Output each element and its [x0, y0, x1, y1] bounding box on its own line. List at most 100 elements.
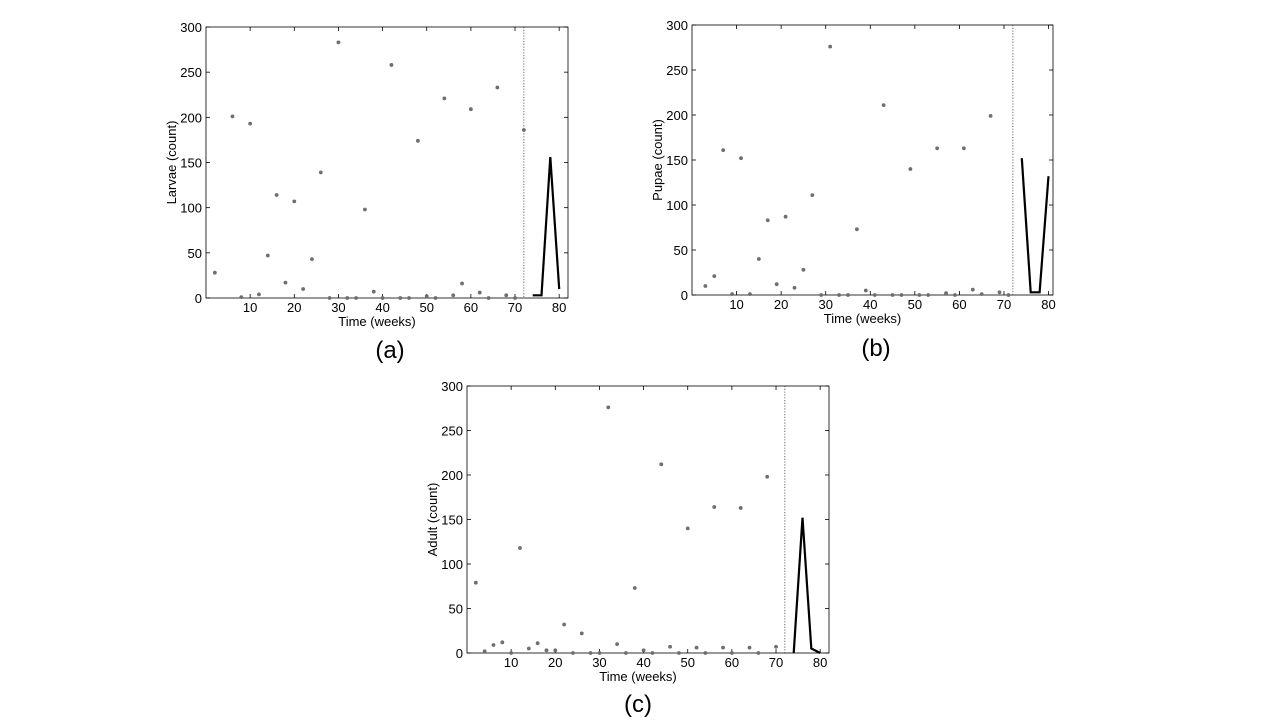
- data-point: [468, 107, 473, 112]
- data-point: [371, 289, 376, 294]
- x-tick-label: 10: [243, 300, 257, 315]
- data-point: [212, 270, 217, 275]
- data-point: [451, 293, 456, 298]
- data-point: [345, 296, 350, 300]
- x-tick-label: 80: [813, 655, 827, 670]
- data-point: [953, 293, 957, 297]
- data-point: [756, 257, 761, 261]
- data-point: [248, 121, 253, 126]
- data-point: [935, 146, 940, 151]
- y-tick-label: 100: [180, 201, 202, 216]
- data-point: [801, 267, 806, 272]
- data-point: [521, 128, 526, 132]
- y-tick-label: 150: [666, 153, 688, 168]
- x-tick-label: 20: [548, 655, 562, 670]
- data-point: [473, 580, 478, 585]
- panel-label: (c): [624, 691, 652, 718]
- data-point: [792, 285, 797, 290]
- x-tick-label: 80: [1041, 297, 1055, 312]
- data-point: [668, 644, 672, 649]
- data-point: [756, 651, 761, 655]
- data-point: [685, 526, 690, 531]
- y-tick-label: 300: [180, 20, 202, 35]
- y-tick-label: 250: [666, 63, 688, 78]
- data-point: [765, 218, 770, 223]
- x-axis-label: Time (weeks): [338, 314, 416, 329]
- x-tick-label: 40: [375, 300, 389, 315]
- data-point: [460, 281, 464, 286]
- data-point: [230, 114, 235, 119]
- x-tick-label: 70: [508, 300, 522, 315]
- y-tick-label: 150: [180, 156, 202, 171]
- x-tick-label: 30: [818, 297, 832, 312]
- data-point: [500, 640, 505, 645]
- data-point: [703, 284, 708, 288]
- data-point: [908, 167, 913, 171]
- data-point: [650, 651, 655, 655]
- data-point: [783, 214, 788, 219]
- data-point: [424, 294, 429, 299]
- data-point: [477, 290, 482, 295]
- data-point: [703, 651, 708, 655]
- x-tick-label: 20: [287, 300, 301, 315]
- x-tick-label: 30: [331, 300, 345, 315]
- y-tick-label: 0: [195, 291, 202, 306]
- data-point: [310, 257, 314, 262]
- data-point: [730, 292, 735, 296]
- data-point: [979, 292, 984, 296]
- data-point: [899, 293, 904, 297]
- data-point: [327, 296, 332, 300]
- data-point: [819, 293, 824, 297]
- data-point: [712, 274, 717, 278]
- x-tick-label: 10: [729, 297, 743, 312]
- data-point: [1006, 293, 1011, 297]
- data-point: [491, 643, 496, 647]
- x-tick-label: 40: [863, 297, 877, 312]
- data-point: [926, 293, 931, 297]
- data-point: [810, 193, 815, 198]
- data-point: [863, 288, 868, 293]
- data-point: [380, 296, 385, 300]
- data-point: [433, 296, 438, 300]
- forecast-line: [1020, 158, 1050, 294]
- y-axis-label: Larvae (count): [164, 121, 179, 205]
- data-point: [748, 292, 752, 296]
- data-point: [482, 649, 487, 654]
- data-point: [553, 648, 558, 653]
- y-tick-label: 100: [441, 557, 463, 572]
- data-point: [659, 462, 664, 467]
- data-point: [283, 280, 288, 285]
- x-tick-label: 60: [725, 655, 739, 670]
- data-point: [486, 296, 491, 300]
- data-point: [513, 296, 517, 300]
- data-point: [855, 227, 859, 232]
- y-tick-label: 200: [180, 110, 202, 125]
- data-point: [526, 646, 531, 651]
- data-point: [562, 622, 567, 627]
- data-point: [588, 651, 593, 655]
- x-tick-label: 60: [952, 297, 966, 312]
- y-tick-label: 50: [188, 246, 202, 261]
- y-tick-label: 150: [441, 513, 463, 528]
- y-tick-label: 50: [449, 602, 463, 617]
- data-point: [641, 648, 646, 653]
- data-point: [571, 651, 575, 655]
- data-point: [917, 293, 922, 297]
- data-point: [416, 138, 420, 143]
- y-tick-label: 300: [666, 18, 688, 33]
- data-point: [606, 405, 611, 410]
- data-point: [846, 293, 850, 297]
- plot-frame: [466, 385, 830, 654]
- data-point: [988, 114, 993, 118]
- data-point: [747, 645, 752, 650]
- plot-frame: [691, 24, 1054, 296]
- data-point: [504, 293, 509, 298]
- chart-panel: 0 50 100 150 200 250 300 10 20 30 40 50 60 70 80 Time (…: [650, 18, 1056, 362]
- data-point: [997, 290, 1002, 295]
- y-axis-label: Pupae (count): [650, 119, 665, 201]
- data-point: [257, 292, 261, 297]
- chart-panel: 0 50 100 150 200 250 300 10 20 30 40 50 60 70 80 Time (…: [164, 20, 569, 364]
- chart-panel: 0 50 100 150 200 250 300 10 20 30 40 50 60 70 80 Time (…: [425, 379, 830, 718]
- data-point: [828, 44, 833, 49]
